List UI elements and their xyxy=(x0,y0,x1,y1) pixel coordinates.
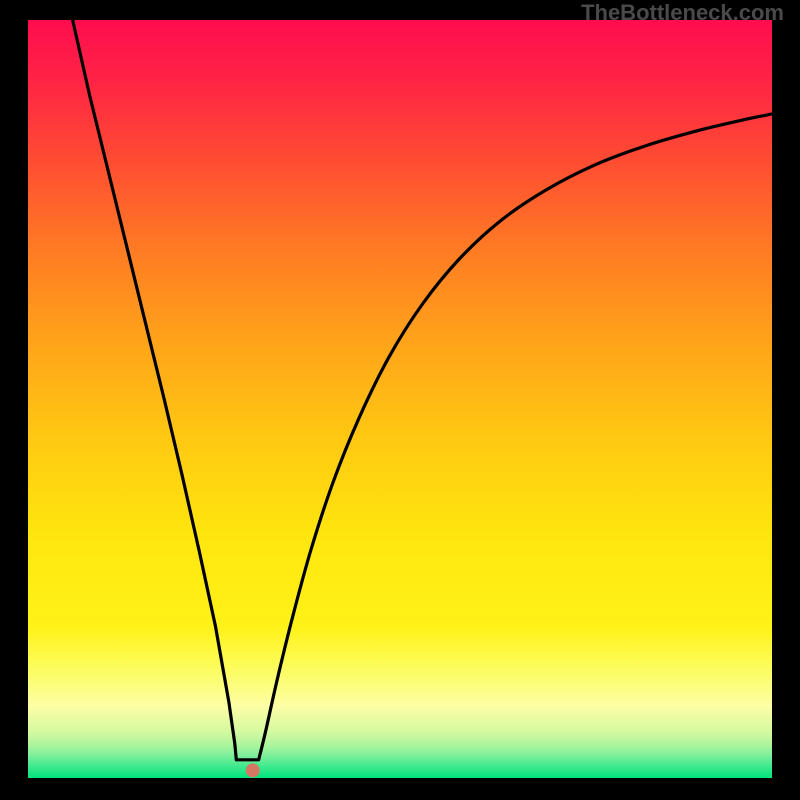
watermark-text: TheBottleneck.com xyxy=(581,0,784,26)
minimum-point-marker xyxy=(246,763,260,777)
chart-container: TheBottleneck.com xyxy=(0,0,800,800)
chart-svg xyxy=(28,20,772,778)
bottleneck-curve xyxy=(73,20,772,760)
plot-area xyxy=(28,20,772,778)
